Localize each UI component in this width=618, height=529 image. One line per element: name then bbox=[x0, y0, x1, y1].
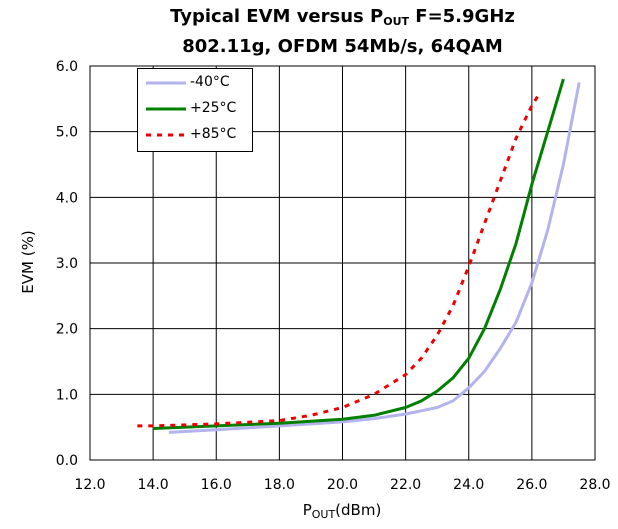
series-line-2 bbox=[137, 94, 540, 428]
y-tick-label: 4.0 bbox=[56, 190, 78, 206]
x-axis-label-subscript: OUT bbox=[311, 508, 336, 521]
x-tick-label: 26.0 bbox=[516, 477, 547, 493]
chart-title-main: Typical EVM versus P bbox=[170, 6, 384, 27]
x-tick-label: 14.0 bbox=[138, 477, 169, 493]
chart-title-subscript: OUT bbox=[383, 15, 410, 28]
legend-swatch-plus85 bbox=[146, 133, 186, 137]
legend-label-minus40: -40°C bbox=[190, 74, 230, 90]
series-line-0 bbox=[168, 82, 581, 434]
legend-swatch-plus25 bbox=[146, 107, 186, 111]
x-tick-label: 12.0 bbox=[74, 477, 105, 493]
legend-label-plus85: +85°C bbox=[190, 126, 237, 142]
y-tick-label: 1.0 bbox=[56, 387, 78, 403]
y-tick-label: 5.0 bbox=[56, 125, 78, 141]
x-tick-label: 28.0 bbox=[579, 477, 610, 493]
chart-title: Typical EVM versus POUT F=5.9GHz bbox=[90, 6, 595, 28]
series-line-1 bbox=[153, 78, 565, 430]
x-tick-label: 16.0 bbox=[201, 477, 232, 493]
legend-swatch-minus40 bbox=[146, 81, 186, 85]
x-tick-label: 18.0 bbox=[264, 477, 295, 493]
x-axis-label: POUT(dBm) bbox=[303, 501, 382, 521]
legend-item-plus25: +25°C bbox=[144, 99, 252, 121]
x-axis-label-tail: (dBm) bbox=[335, 501, 382, 519]
chart-subtitle: 802.11g, OFDM 54Mb/s, 64QAM bbox=[182, 36, 503, 57]
plot-border bbox=[89, 65, 596, 461]
legend-item-plus85: +85°C bbox=[144, 125, 252, 147]
legend: -40°C +25°C +85°C bbox=[137, 68, 253, 152]
x-tick-label: 24.0 bbox=[453, 477, 484, 493]
x-tick-label: 22.0 bbox=[390, 477, 421, 493]
x-axis-label-main: P bbox=[302, 501, 312, 519]
x-tick-label: 20.0 bbox=[327, 477, 358, 493]
y-tick-label: 6.0 bbox=[56, 59, 78, 75]
chart-title-tail: F=5.9GHz bbox=[409, 6, 515, 27]
y-tick-label: 0.0 bbox=[56, 453, 78, 469]
y-tick-label: 3.0 bbox=[56, 256, 78, 272]
y-tick-label: 2.0 bbox=[56, 322, 78, 338]
legend-label-plus25: +25°C bbox=[190, 100, 237, 116]
legend-item-minus40: -40°C bbox=[144, 73, 252, 95]
